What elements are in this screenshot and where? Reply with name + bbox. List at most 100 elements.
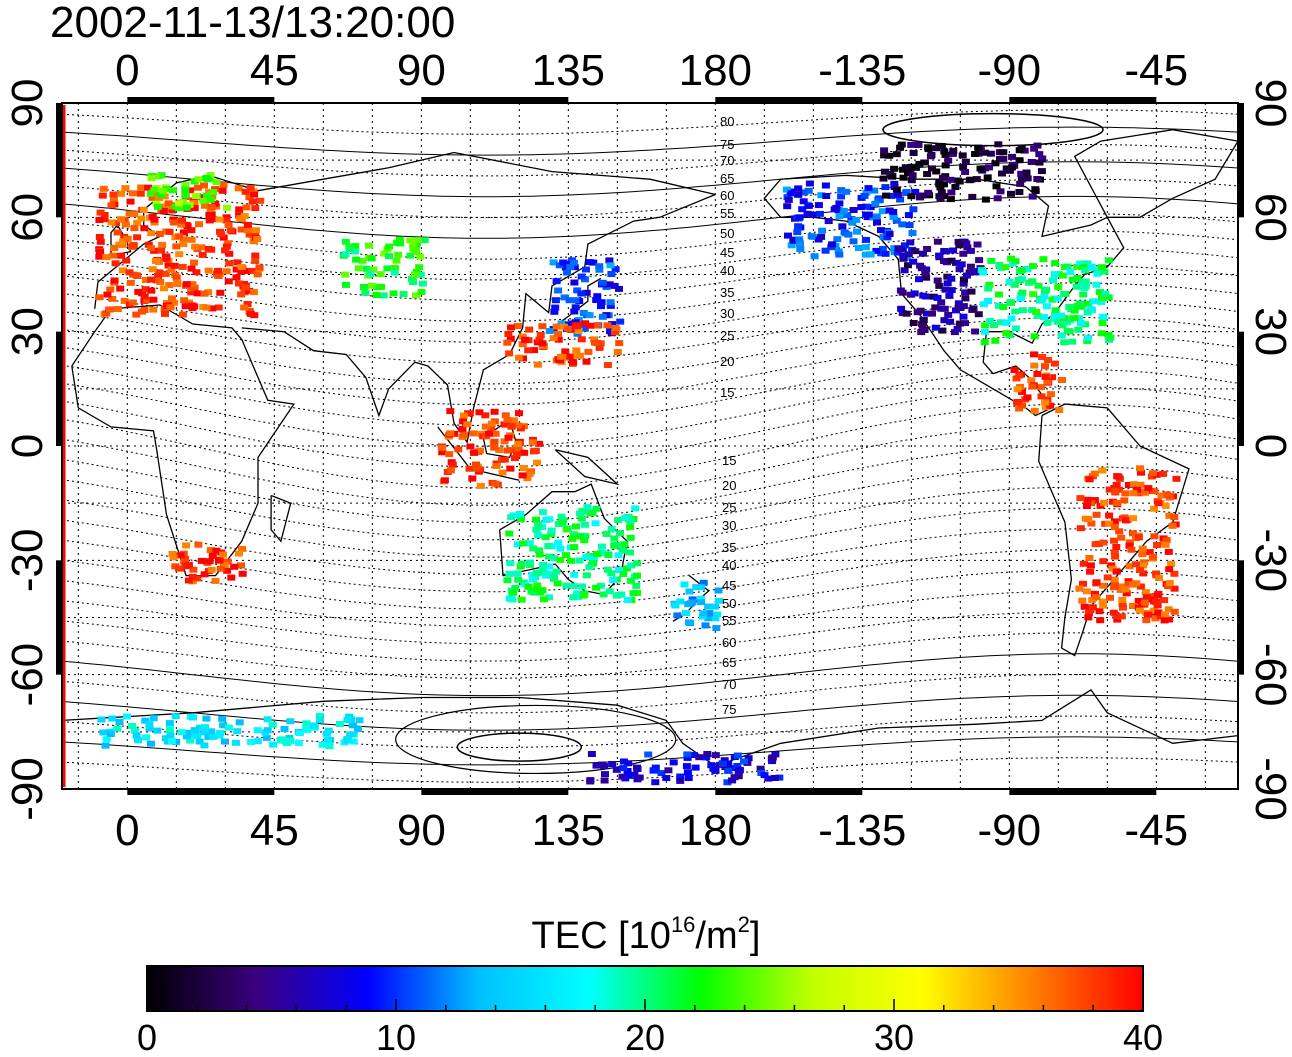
tec-data-point	[251, 205, 260, 212]
tec-data-point	[491, 480, 500, 487]
tec-data-point	[917, 265, 926, 272]
tec-data-point	[626, 534, 635, 541]
tec-data-point	[947, 257, 956, 264]
contour-label-north: 20	[720, 354, 734, 369]
tec-data-point	[495, 447, 504, 453]
tec-data-point	[147, 175, 156, 182]
tec-data-point	[149, 715, 158, 722]
tec-data-point	[603, 362, 612, 368]
tec-data-point	[323, 736, 332, 743]
tec-data-point	[537, 569, 545, 576]
tec-data-point	[144, 241, 153, 248]
tec-data-point	[612, 592, 621, 599]
tec-data-point	[243, 221, 252, 228]
tec-data-point	[939, 174, 947, 181]
mag-lat-contour	[62, 757, 1238, 783]
tec-data-point	[159, 207, 168, 214]
tec-data-point	[985, 281, 994, 288]
tec-data-point	[883, 234, 892, 241]
tec-data-point	[905, 222, 914, 229]
tec-data-point	[918, 326, 927, 332]
colorbar-label-exp2: 2	[738, 912, 750, 937]
tec-data-point	[551, 297, 560, 304]
tec-data-point	[470, 449, 479, 456]
tec-data-point	[890, 180, 899, 187]
tec-data-point	[250, 191, 259, 198]
tec-data-point	[990, 322, 998, 328]
tec-data-point	[241, 188, 250, 195]
tec-data-point	[195, 724, 204, 731]
tec-data-point	[619, 547, 627, 554]
tec-data-point	[839, 207, 848, 214]
tec-data-point	[372, 292, 381, 298]
tec-data-point	[1103, 574, 1112, 581]
tec-data-point	[353, 726, 362, 733]
tec-data-point	[183, 223, 192, 230]
tec-data-point	[1164, 548, 1173, 555]
mag-lat-contour	[62, 632, 1238, 679]
tec-data-point	[187, 236, 196, 243]
tec-data-point	[281, 738, 290, 745]
tec-data-point	[248, 198, 257, 205]
tec-data-point	[412, 292, 420, 299]
tec-data-point	[817, 233, 826, 240]
tec-data-point	[554, 336, 563, 343]
tec-data-point	[218, 187, 227, 194]
tec-data-point	[611, 329, 619, 336]
tec-data-point	[240, 213, 249, 220]
tec-data-point	[626, 518, 635, 525]
tec-data-point	[152, 200, 161, 207]
tec-data-point	[605, 257, 614, 264]
tec-data-point	[784, 232, 792, 239]
tec-data-point	[1138, 488, 1147, 495]
tec-data-point	[182, 542, 191, 549]
tec-data-point	[968, 306, 977, 313]
tec-data-point	[890, 245, 899, 252]
mag-lat-contour	[62, 369, 1238, 447]
tec-data-point	[896, 196, 905, 203]
tec-data-point	[1087, 500, 1096, 507]
tec-data-point	[175, 200, 183, 207]
tec-data-point	[152, 257, 160, 264]
tec-data-point	[621, 515, 630, 522]
tec-data-point	[500, 421, 509, 428]
tec-data-point	[630, 771, 639, 778]
tec-data-point	[604, 552, 613, 558]
tec-data-point	[222, 268, 231, 275]
tec-data-point	[394, 251, 403, 258]
tec-data-point	[487, 420, 496, 427]
tec-data-point	[1092, 579, 1101, 586]
tec-data-point	[981, 322, 990, 329]
tec-data-point	[152, 277, 161, 284]
tec-data-point	[188, 281, 197, 288]
tec-data-point	[1095, 267, 1104, 274]
tec-data-point	[945, 292, 954, 299]
tec-data-point	[205, 558, 214, 565]
tec-data-point	[212, 179, 221, 186]
tec-data-point	[538, 323, 547, 330]
tec-data-point	[108, 295, 117, 302]
tec-data-point	[1129, 530, 1137, 537]
tec-data-point	[1081, 267, 1090, 274]
contour-label-north: 40	[720, 263, 734, 278]
tec-data-point	[669, 759, 678, 766]
tec-data-point	[186, 187, 195, 194]
tec-data-point	[953, 177, 962, 184]
tec-data-point	[619, 758, 628, 765]
tec-data-point	[513, 570, 522, 577]
tec-data-point	[626, 549, 635, 556]
tec-data-point	[976, 165, 985, 172]
tec-data-point	[919, 317, 928, 324]
coastline	[1073, 129, 1238, 218]
lon-tick-bottom: 90	[397, 806, 446, 855]
tec-data-point	[223, 558, 232, 565]
tec-data-point	[872, 213, 881, 220]
tec-data-point	[979, 269, 988, 276]
tec-data-point	[629, 590, 638, 597]
mag-lat-contour	[62, 178, 1238, 218]
frame-tick-right	[1238, 560, 1244, 675]
tec-data-point	[459, 418, 468, 425]
tec-data-point	[503, 417, 512, 423]
tec-data-point	[150, 216, 159, 223]
tec-data-point	[1080, 603, 1089, 610]
